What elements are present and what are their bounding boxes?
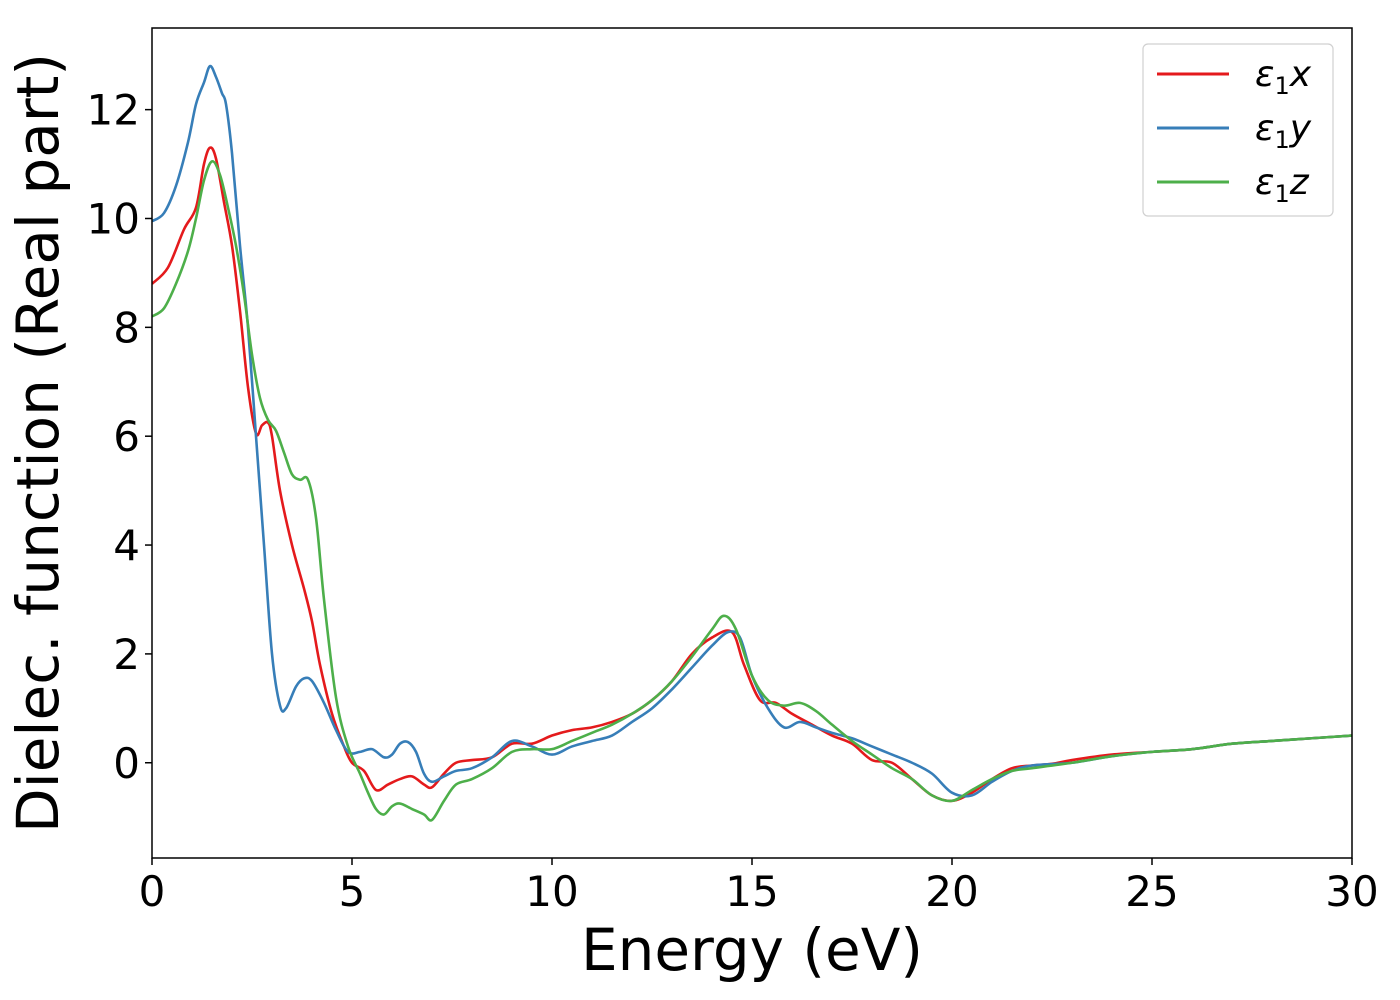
legend-label: ε1y xyxy=(1255,108,1312,154)
y-tick-label: 10 xyxy=(87,194,140,243)
y-tick-label: 12 xyxy=(87,86,140,135)
x-axis-ticks: 0 5 10 15 20 25 30 xyxy=(139,858,1379,916)
x-tick-label: 30 xyxy=(1325,867,1378,916)
y-axis-label: Dielec. function (Real part) xyxy=(4,53,72,833)
x-tick-label: 20 xyxy=(925,867,978,916)
legend: ε1x ε1y ε1z xyxy=(1142,43,1334,217)
y-axis-ticks: 0 2 4 6 8 10 12 xyxy=(87,86,152,788)
legend-entry-x: ε1x xyxy=(1157,54,1312,100)
series-layer xyxy=(152,64,1352,822)
y-tick-label: 0 xyxy=(113,739,140,788)
y-tick-label: 6 xyxy=(113,412,140,461)
y-tick-label: 4 xyxy=(113,521,140,570)
x-tick-label: 15 xyxy=(725,867,778,916)
x-tick-label: 25 xyxy=(1125,867,1178,916)
x-axis-label: Energy (eV) xyxy=(581,916,923,984)
y-tick-label: 2 xyxy=(113,630,140,679)
x-tick-label: 0 xyxy=(139,867,166,916)
x-tick-label: 10 xyxy=(525,867,578,916)
legend-label: ε1z xyxy=(1255,162,1310,208)
legend-box xyxy=(1142,43,1334,217)
legend-entry-y: ε1y xyxy=(1157,108,1312,154)
y-tick-label: 8 xyxy=(113,303,140,352)
legend-label: ε1x xyxy=(1255,54,1312,100)
x-tick-label: 5 xyxy=(339,867,366,916)
series-line-x xyxy=(152,146,1352,803)
series-line-z xyxy=(152,160,1352,822)
legend-entry-z: ε1z xyxy=(1157,162,1310,208)
